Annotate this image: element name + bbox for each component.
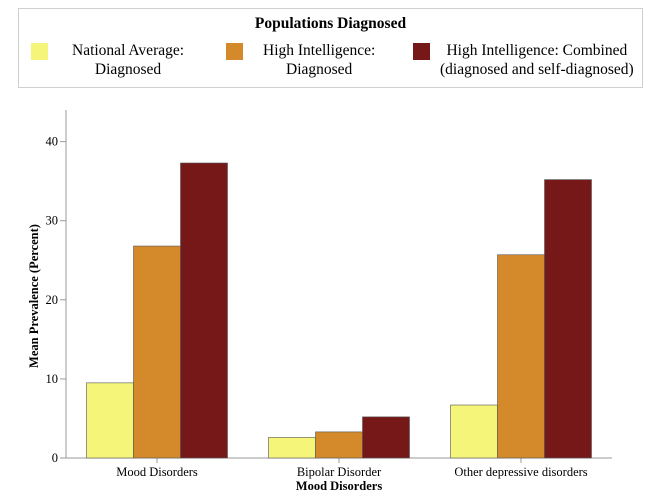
x-axis-label: Mood Disorders	[296, 479, 383, 493]
bar	[315, 431, 363, 459]
legend-swatch	[226, 43, 243, 60]
bar	[133, 245, 181, 459]
legend-label-line: (diagnosed and self-diagnosed)	[440, 61, 634, 78]
y-tick-label: 30	[46, 214, 59, 228]
bar	[362, 416, 410, 459]
y-tick-label: 10	[46, 372, 59, 386]
legend-item-high-intelligence: High Intelligence: Diagnosed	[226, 41, 375, 79]
y-tick-label: 20	[46, 293, 59, 307]
bar	[180, 162, 228, 459]
bar	[268, 437, 316, 459]
legend-title: Populations Diagnosed	[254, 15, 407, 32]
x-tick-label: Mood Disorders	[116, 465, 198, 479]
legend-label: High Intelligence: Diagnosed	[263, 41, 375, 79]
x-tick-label: Bipolar Disorder	[297, 465, 382, 479]
bar	[497, 254, 545, 459]
legend-label: High Intelligence: Combined (diagnosed a…	[440, 41, 634, 79]
legend-item-national-average: National Average: Diagnosed	[31, 41, 184, 79]
legend: Populations Diagnosed National Average: …	[18, 8, 643, 88]
legend-label-line: National Average:	[72, 42, 185, 59]
bar	[450, 404, 498, 459]
legend-label: National Average: Diagnosed	[72, 41, 184, 79]
legend-label-line: Diagnosed	[286, 61, 353, 78]
y-tick-label: 0	[52, 451, 58, 465]
legend-swatch	[413, 43, 430, 60]
bar	[544, 179, 592, 459]
legend-label-line: High Intelligence: Combined	[446, 42, 628, 59]
legend-label-line: High Intelligence:	[263, 42, 376, 59]
legend-label-line: Diagnosed	[94, 61, 162, 78]
y-tick-label: 40	[46, 135, 59, 149]
chart-bars	[86, 162, 592, 459]
legend-item-high-intelligence-combined: High Intelligence: Combined (diagnosed a…	[413, 41, 634, 79]
legend-swatch	[31, 43, 48, 60]
y-axis-label: Mean Prevalence (Percent)	[27, 224, 41, 368]
bar	[86, 382, 134, 459]
x-tick-label: Other depressive disorders	[454, 465, 587, 479]
